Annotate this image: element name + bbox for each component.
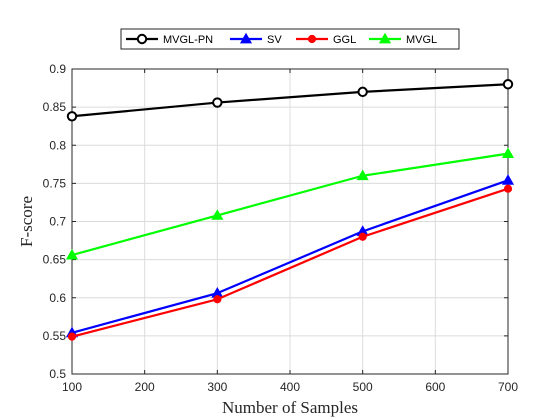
legend-entry-ggl: GGL bbox=[296, 34, 356, 46]
legend-label-sv: SV bbox=[267, 34, 282, 46]
x-tick-label: 400 bbox=[280, 380, 300, 394]
y-axis-label: F-score bbox=[17, 196, 36, 247]
legend-marker-mvgl-pn bbox=[136, 33, 148, 45]
x-tick-label: 300 bbox=[207, 380, 227, 394]
data-point-mvgl-pn bbox=[357, 86, 368, 98]
x-tick-label: 500 bbox=[353, 380, 373, 394]
x-tick-label: 100 bbox=[62, 380, 82, 394]
legend-entry-mvgl: MVGL bbox=[369, 32, 437, 46]
x-tick-label: 200 bbox=[135, 380, 155, 394]
legend-box bbox=[120, 28, 460, 50]
y-tick-label: 0.85 bbox=[43, 100, 67, 114]
series-line-ggl bbox=[71, 187, 509, 338]
y-tick-label: 0.8 bbox=[49, 138, 66, 152]
data-point-mvgl bbox=[356, 169, 369, 181]
y-tick-label: 0.9 bbox=[49, 62, 66, 76]
data-point-ggl bbox=[67, 332, 77, 341]
legend-entry-mvgl-pn: MVGL-PN bbox=[126, 33, 213, 46]
data-point-mvgl-pn bbox=[66, 111, 78, 122]
data-point-mvgl-pn bbox=[502, 79, 514, 90]
axis-ticks: 100 200 300 400 500 600 700 0.5 0.55 0.6 0.65 0.7 0.… bbox=[43, 62, 519, 394]
series-line-mvgl-pn bbox=[71, 83, 509, 118]
x-tick-label: 700 bbox=[498, 380, 518, 394]
legend-marker-sv bbox=[239, 32, 253, 44]
data-point-sv bbox=[501, 174, 515, 185]
data-point-mvgl bbox=[65, 248, 79, 260]
data-point-mvgl-pn bbox=[212, 97, 223, 108]
y-tick-label: 0.5 bbox=[49, 367, 66, 381]
legend-label-mvgl-pn: MVGL-PN bbox=[163, 34, 213, 46]
data-point-ggl bbox=[503, 184, 513, 193]
x-tick-label: 600 bbox=[425, 380, 445, 394]
legend-entry-sv: SV bbox=[230, 32, 282, 46]
y-tick-label: 0.75 bbox=[43, 176, 67, 190]
data-point-ggl bbox=[213, 295, 222, 304]
data-point-mvgl bbox=[211, 209, 224, 220]
data-point-mvgl bbox=[501, 147, 515, 159]
series-ggl bbox=[67, 184, 513, 341]
legend-label-ggl: GGL bbox=[333, 34, 356, 46]
series-mvgl bbox=[65, 147, 515, 260]
data-point-ggl bbox=[358, 232, 367, 241]
y-tick-label: 0.6 bbox=[49, 291, 66, 305]
grid bbox=[71, 68, 509, 375]
legend-label-mvgl: MVGL bbox=[406, 34, 437, 46]
series-mvgl-pn bbox=[66, 79, 514, 122]
series-line-sv bbox=[71, 179, 509, 334]
x-axis-label: Number of Samples bbox=[222, 398, 358, 417]
y-tick-label: 0.7 bbox=[49, 215, 66, 229]
legend-marker-mvgl bbox=[378, 32, 392, 44]
legend: MVGL-PN SV GGL MVGL bbox=[120, 28, 460, 50]
y-tick-label: 0.55 bbox=[43, 329, 67, 343]
series-group bbox=[65, 79, 515, 341]
y-tick-label: 0.65 bbox=[43, 253, 67, 267]
legend-marker-ggl bbox=[307, 34, 317, 44]
series-line-mvgl bbox=[71, 152, 509, 257]
